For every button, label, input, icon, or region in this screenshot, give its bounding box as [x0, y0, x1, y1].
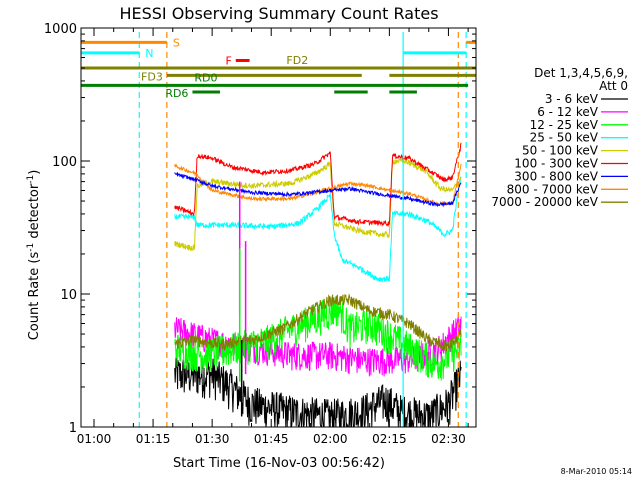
series-50-100keV-line: [174, 156, 462, 252]
plot-frame: [80, 27, 477, 428]
x-tick-label-01:45: 01:45: [254, 432, 289, 446]
flag-label-fd2: FD2: [286, 54, 308, 67]
y-tick-label-10: 10: [60, 288, 77, 303]
vertical-marker-lines: [138, 32, 467, 427]
series-100-300keV-line: [174, 142, 462, 228]
legend-header-line-2: Att 0: [599, 79, 628, 93]
footer-date: 8-Mar-2010 05:14: [561, 467, 632, 476]
legend-label-7: 300 - 800 keV: [514, 169, 598, 183]
chart-title: HESSI Observing Summary Count Rates: [119, 4, 438, 23]
legend-label-8: 800 - 7000 keV: [507, 182, 599, 196]
legend-header-line-1: Det 1,3,4,5,6,9,: [534, 66, 628, 80]
y-tick-label-1000: 1000: [44, 22, 77, 37]
y-tick-label-1: 1: [69, 421, 77, 436]
x-tick-label-02:00: 02:00: [313, 432, 348, 446]
x-tick-label-01:00: 01:00: [77, 432, 112, 446]
x-tick-label-01:15: 01:15: [136, 432, 171, 446]
legend-label-2: 6 - 12 keV: [537, 105, 599, 119]
series-25-50keV-line: [174, 176, 462, 282]
legend-label-1: 3 - 6 keV: [545, 92, 599, 106]
x-axis-label: Start Time (16-Nov-03 00:56:42): [173, 456, 385, 471]
y-axis-label-mid: detector: [27, 183, 42, 243]
legend-label-3: 12 - 25 keV: [530, 118, 599, 132]
x-tick-label-02:30: 02:30: [431, 432, 466, 446]
legend-label-5: 50 - 100 keV: [522, 144, 599, 158]
legend-label-6: 100 - 300 keV: [514, 157, 598, 171]
series-7000-20000keV-line: [174, 293, 462, 352]
x-tick-label-02:15: 02:15: [372, 432, 407, 446]
legend-label-9: 7000 - 20000 keV: [491, 195, 598, 209]
x-tick-label-01:30: 01:30: [195, 432, 230, 446]
flag-label-f: F: [225, 54, 231, 67]
axes: 01:00 01:15 01:30 01:45 02:00 02:15 02:30 1 10 10…: [44, 22, 477, 446]
flag-bars: S N F FD2 FD3 RD0 RD6: [81, 36, 476, 100]
series-800-7000keV-line: [174, 162, 462, 207]
flag-label-s: S: [173, 36, 180, 49]
flag-label-n: N: [145, 47, 153, 60]
series-3-6keV-line: [174, 356, 462, 427]
series-300-800keV-line: [174, 171, 462, 208]
flag-label-rd0: RD0: [194, 71, 217, 84]
y-axis-label: Count Rate (s-1 detector-1): [26, 170, 42, 341]
flag-label-rd6: RD6: [165, 87, 188, 100]
y-axis-label-end: ): [27, 170, 42, 175]
y-tick-label-100: 100: [52, 155, 77, 170]
flag-label-fd3: FD3: [141, 70, 163, 83]
y-axis-label-main: Count Rate (s: [27, 252, 42, 341]
legend-label-4: 25 - 50 keV: [530, 131, 599, 145]
y-axis-label-sup1: -1: [26, 243, 36, 252]
y-axis-label-sup2: -1: [26, 175, 36, 184]
series-layer: [174, 142, 462, 427]
